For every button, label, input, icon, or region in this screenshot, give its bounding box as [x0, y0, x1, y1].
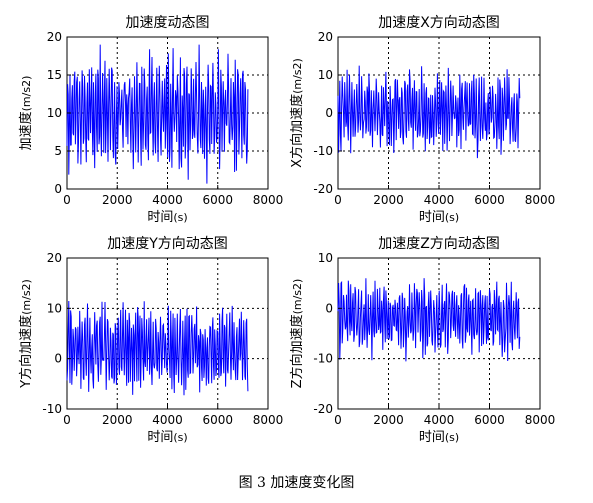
x-tick-label: 4000 — [152, 413, 183, 427]
x-tick-label: 0 — [334, 193, 342, 207]
y-tick-label: 20 — [47, 251, 62, 265]
x-axis-label: 时间(s) — [147, 210, 187, 225]
x-tick-label: 2000 — [102, 193, 133, 207]
figure-caption: 图 3 加速度变化图 — [238, 475, 355, 491]
x-tick-label: 8000 — [525, 193, 556, 207]
x-tick-label: 6000 — [202, 193, 233, 207]
acceleration-series-line — [337, 278, 521, 362]
y-tick-label: 20 — [318, 30, 333, 44]
x-axis-label: 时间(s) — [419, 210, 459, 225]
y-tick-label: 0 — [54, 352, 62, 366]
y-tick-label: 10 — [318, 251, 333, 265]
y-tick-label: 10 — [47, 106, 62, 120]
chart-title: 加速度Y方向动态图 — [107, 236, 228, 252]
y-tick-label: -10 — [42, 402, 62, 416]
y-axis-label: Z方向加速度(m/s2) — [289, 279, 305, 389]
x-tick-label: 0 — [334, 413, 342, 427]
y-tick-label: 0 — [54, 182, 62, 196]
x-tick-label: 6000 — [202, 413, 233, 427]
x-tick-label: 8000 — [525, 413, 556, 427]
x-tick-label: 2000 — [102, 413, 133, 427]
x-tick-label: 0 — [63, 413, 71, 427]
x-tick-label: 2000 — [373, 413, 404, 427]
x-tick-label: 8000 — [253, 193, 284, 207]
y-axis-label: 加速度(m/s2) — [18, 76, 34, 151]
x-tick-label: 4000 — [424, 413, 455, 427]
y-tick-label: -10 — [313, 352, 333, 366]
x-tick-label: 4000 — [152, 193, 183, 207]
y-tick-label: 20 — [47, 30, 62, 44]
x-axis-label: 时间(s) — [147, 430, 187, 445]
y-tick-label: 10 — [47, 301, 62, 315]
y-tick-label: 10 — [318, 68, 333, 82]
acceleration-series-line — [66, 44, 249, 184]
x-tick-label: 2000 — [373, 193, 404, 207]
x-tick-label: 6000 — [474, 193, 505, 207]
chart-panel-4: 0 2000 4000 6000 8000 -20 -10 0 10 加速度Z方向动态图时间(s)… — [289, 236, 555, 445]
chart-title: 加速度Z方向动态图 — [378, 236, 500, 252]
x-axis-label: 时间(s) — [419, 430, 459, 445]
y-tick-label: 0 — [325, 301, 333, 315]
y-tick-label: 5 — [54, 144, 62, 158]
chart-panel-2: 0 2000 4000 6000 8000 -20 -10 0 10 20 加速度X方向动态图时间(… — [289, 15, 555, 225]
x-tick-label: 0 — [63, 193, 71, 207]
acceleration-series-line — [66, 300, 249, 396]
acceleration-series-line — [337, 65, 521, 159]
y-axis-label: Y方向加速度(m/s2) — [18, 279, 34, 389]
chart-panel-3: 0 2000 4000 6000 8000-1001020加速度Y方向动态图时间(s)Y… — [18, 236, 283, 445]
x-tick-label: 4000 — [424, 193, 455, 207]
x-tick-label: 8000 — [253, 413, 284, 427]
x-tick-label: 6000 — [474, 413, 505, 427]
y-tick-label: -20 — [313, 402, 333, 416]
y-tick-label: -10 — [313, 144, 333, 158]
chart-title: 加速度动态图 — [126, 15, 210, 31]
y-tick-label: 15 — [47, 68, 62, 82]
y-tick-label: -20 — [313, 182, 333, 196]
y-tick-label: 0 — [325, 106, 333, 120]
y-axis-label: X方向加速度(m/s2) — [289, 58, 305, 168]
chart-title: 加速度X方向动态图 — [378, 15, 500, 31]
